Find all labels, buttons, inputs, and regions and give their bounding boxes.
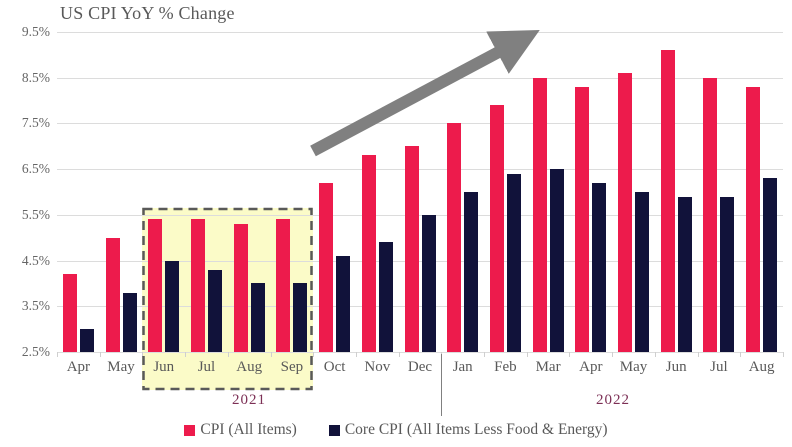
x-axis-label: Jul xyxy=(197,359,216,375)
axis-tick xyxy=(612,352,614,357)
axis-tick xyxy=(227,352,229,357)
axis-tick xyxy=(526,352,528,357)
x-axis-label: Oct xyxy=(323,359,346,375)
axis-tick xyxy=(355,352,357,357)
bar-cpi xyxy=(276,219,291,352)
bar-cpi xyxy=(148,219,163,352)
axis-tick xyxy=(185,352,187,357)
y-axis-label: 3.5% xyxy=(21,298,50,314)
x-axis-label: Jun xyxy=(153,359,175,375)
bar-cpi xyxy=(447,123,462,352)
gridline xyxy=(57,32,783,33)
x-axis-label: Jun xyxy=(665,359,687,375)
year-label-2022: 2022 xyxy=(596,392,630,408)
bar-core-cpi xyxy=(293,283,308,352)
axis-tick xyxy=(99,352,101,357)
bar-core-cpi xyxy=(378,242,393,352)
gridline xyxy=(57,169,783,171)
axis-tick xyxy=(57,352,58,357)
bar-core-cpi xyxy=(720,196,735,352)
bar-cpi xyxy=(404,146,419,352)
y-axis-label: 4.5% xyxy=(21,252,50,268)
bar-core-cpi xyxy=(464,192,479,352)
gridline xyxy=(57,77,783,79)
bar-cpi xyxy=(190,219,205,352)
axis-tick xyxy=(398,352,400,357)
bar-core-cpi xyxy=(421,214,436,352)
legend-label-cpi: CPI (All Items) xyxy=(200,421,297,438)
x-axis-label: Jul xyxy=(710,359,728,375)
axis-tick xyxy=(697,352,699,357)
axis-tick xyxy=(740,352,742,357)
bar-cpi xyxy=(532,77,547,352)
axis-tick xyxy=(142,352,144,357)
x-axis-label: Feb xyxy=(494,359,517,375)
bar-core-cpi xyxy=(207,269,222,352)
y-axis-label: 7.5% xyxy=(21,115,50,131)
bar-cpi xyxy=(233,224,248,352)
legend-item-cpi: CPI (All Items) xyxy=(184,421,297,439)
legend-item-core-cpi: Core CPI (All Items Less Food & Energy) xyxy=(328,421,608,439)
x-axis-label: Dec xyxy=(407,359,433,375)
y-axis-label: 9.5% xyxy=(21,24,50,39)
legend: CPI (All Items) Core CPI (All Items Less… xyxy=(0,421,792,439)
bar-core-cpi xyxy=(677,196,692,352)
bar-core-cpi xyxy=(635,192,650,352)
bar-core-cpi xyxy=(506,173,521,352)
bar-cpi xyxy=(575,86,590,352)
bar-cpi xyxy=(319,182,334,352)
bar-core-cpi xyxy=(763,178,778,352)
legend-swatch-core-cpi-icon xyxy=(328,424,340,436)
bar-cpi xyxy=(618,73,633,352)
x-axis-label: Apr xyxy=(66,359,91,375)
x-axis-label: Jan xyxy=(452,359,473,375)
bar-cpi xyxy=(361,155,376,352)
x-axis-label: Nov xyxy=(364,359,391,375)
bar-core-cpi xyxy=(250,283,265,352)
bar-cpi xyxy=(703,77,718,352)
x-axis-label: Sep xyxy=(280,359,304,375)
chart-title: US CPI YoY % Change xyxy=(60,3,235,23)
bar-cpi xyxy=(746,86,761,352)
bar-core-cpi xyxy=(592,182,607,352)
axis-tick xyxy=(270,352,272,357)
bar-core-cpi xyxy=(336,256,351,352)
bar-cpi xyxy=(660,50,675,352)
legend-swatch-cpi-icon xyxy=(184,424,196,436)
x-axis-label: Mar xyxy=(535,359,561,375)
axis-tick xyxy=(569,352,571,357)
year-label-2021: 2021 xyxy=(232,392,266,408)
x-axis-label: May xyxy=(107,359,135,375)
x-axis-label: May xyxy=(619,359,648,375)
bar-core-cpi xyxy=(122,292,137,352)
gridline xyxy=(57,352,783,353)
upward-trend-arrow-icon xyxy=(310,30,540,157)
y-axis-label: 8.5% xyxy=(21,69,50,85)
axis-tick xyxy=(654,352,656,357)
axis-tick xyxy=(484,352,486,357)
bar-core-cpi xyxy=(549,169,564,352)
bar-cpi xyxy=(62,274,77,352)
bar-cpi xyxy=(105,237,120,352)
axis-tick xyxy=(783,352,784,357)
highlight-region-border xyxy=(142,207,313,391)
bar-cpi xyxy=(489,105,504,352)
gridline xyxy=(57,306,783,308)
y-axis-label: 5.5% xyxy=(21,206,50,222)
x-axis-label: Aug xyxy=(236,359,263,375)
year-divider xyxy=(441,354,443,416)
y-axis-label: 6.5% xyxy=(21,161,50,177)
legend-label-core-cpi: Core CPI (All Items Less Food & Energy) xyxy=(344,421,608,438)
x-axis-label: Apr xyxy=(579,359,603,375)
x-axis-label: Aug xyxy=(748,359,775,375)
gridline xyxy=(57,260,783,262)
axis-tick xyxy=(313,352,315,357)
y-axis-label: 2.5% xyxy=(21,344,50,359)
bar-core-cpi xyxy=(79,329,94,352)
gridline xyxy=(57,214,783,216)
gridline xyxy=(57,123,783,125)
bar-core-cpi xyxy=(165,260,180,352)
